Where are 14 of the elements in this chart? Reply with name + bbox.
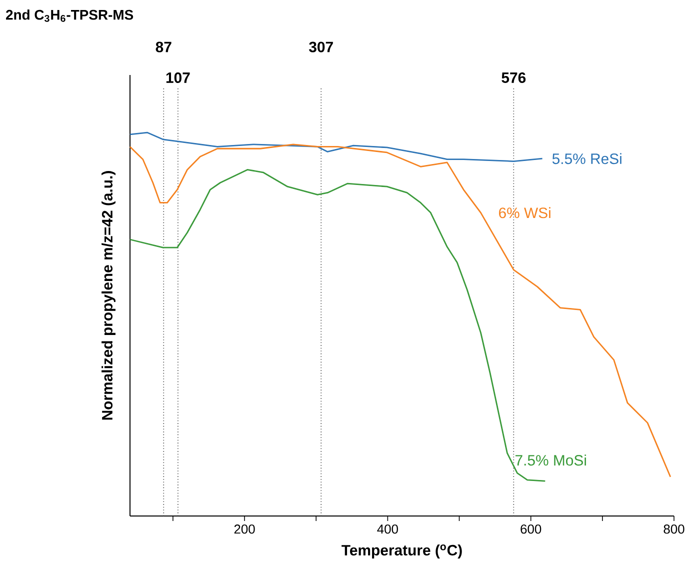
series-label: 7.5% MoSi	[516, 454, 586, 466]
ref-line-label: 87	[156, 42, 172, 52]
chart-title: 2nd C$_{3}$H$_{6}$-TPSR-MS	[6, 10, 134, 22]
series-label: 6% WSi	[499, 207, 550, 218]
ref-line-label: 107	[166, 72, 190, 83]
ref-line-label: 307	[308, 42, 333, 52]
y-axis-title: Normalized propylene m/z=42 (a.u.)	[102, 171, 116, 420]
x-tick-label: 400	[377, 524, 398, 534]
x-tick-label: 600	[520, 524, 542, 534]
ref-line-label: 576	[502, 72, 526, 83]
x-axis-title: Temperature ($^{o}$C)	[342, 544, 462, 558]
series-label: 5.5% ReSi	[552, 153, 622, 164]
x-tick-label: 800	[664, 524, 684, 534]
x-tick-label: 200	[234, 524, 255, 534]
